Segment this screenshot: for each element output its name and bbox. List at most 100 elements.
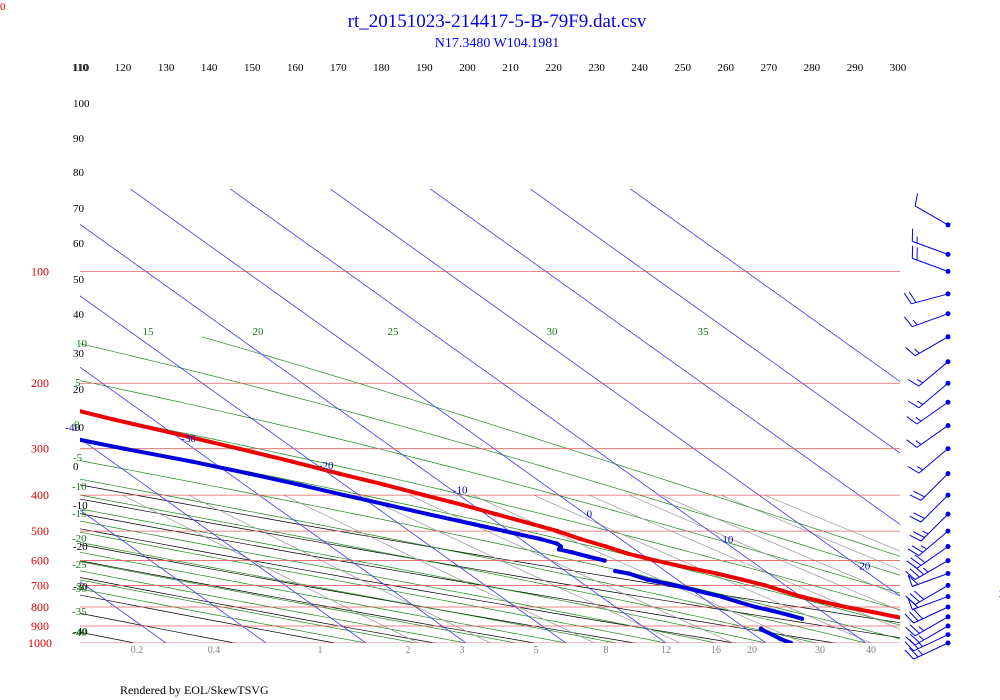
wind-barb-feather (909, 647, 919, 658)
temperature-profile-point (525, 520, 530, 525)
moist-adiabat-line (80, 588, 367, 643)
wind-barb-staff (914, 205, 949, 226)
moist-adiabat-line (80, 343, 900, 576)
wind-barb-staff (914, 625, 949, 646)
dewpoint-profile-point (554, 541, 559, 546)
isotherm-line (80, 366, 467, 643)
wind-barb-staff (913, 606, 949, 624)
wind-barb-dot (945, 291, 951, 297)
moist-adiabat-line (80, 570, 467, 643)
wind-barb-feather (914, 193, 919, 206)
temperature-profile-point (555, 528, 560, 534)
wind-barb (909, 471, 951, 501)
moist-adiabat-line (201, 336, 900, 557)
isotherm-line (80, 295, 567, 643)
moist-adiabat-label: 10 (76, 338, 88, 350)
dewpoint-profile-point (558, 544, 564, 549)
wind-barb (907, 571, 951, 588)
temperature-profile-point (714, 571, 719, 576)
dewpoint-profile-point (736, 599, 741, 605)
wind-barb-feather (909, 568, 920, 578)
wind-barb-feather (904, 316, 913, 328)
temperature-profile-point (763, 583, 768, 588)
isotherm-label: -30 (181, 433, 196, 445)
wind-barb-staff (916, 425, 949, 448)
moist-adiabat-label: -35 (72, 606, 87, 618)
dewpoint-profile-point (569, 550, 575, 555)
temperature-profile-point (625, 551, 631, 556)
wind-barb-feather (906, 439, 918, 448)
wind-barb (904, 604, 951, 624)
wind-barb-half-feather (912, 319, 918, 326)
dry-adiabat-line (80, 544, 637, 643)
moist-adiabat-label: 35 (698, 326, 710, 338)
background-grid (80, 188, 900, 643)
theta-top-label: 140 (201, 62, 218, 74)
wind-barb-dot (945, 544, 951, 549)
wind-barb-dot (945, 594, 951, 600)
left-edge-label: 110 (73, 62, 90, 74)
moist-adiabat-label: 0 (74, 419, 80, 431)
wind-barb-dot (945, 380, 951, 386)
sounding-data (80, 409, 900, 643)
theta-top-label: 170 (330, 62, 347, 74)
wind-barb (905, 582, 951, 605)
wind-barb-feather (904, 649, 914, 660)
wind-barb-staff (913, 642, 949, 660)
theta-top-label: 280 (804, 62, 821, 74)
wind-barb-half-feather (917, 379, 923, 384)
wind-barb (906, 423, 951, 448)
left-edge-label: 50 (73, 274, 85, 286)
left-edge-label: -30 (73, 581, 88, 593)
wind-barb-dot (945, 528, 951, 534)
dry-adiabat-line (80, 498, 900, 639)
isotherm-line (130, 188, 767, 643)
moist-adiabat-label: -40 (72, 627, 87, 639)
chart-subtitle: N17.3480 W104.1981 (435, 36, 560, 51)
wind-barb-feather (909, 494, 922, 501)
temperature-profile-point (682, 564, 687, 570)
wind-barb (904, 640, 951, 660)
wind-barb-dot (945, 604, 951, 610)
isotherm-line (430, 188, 900, 525)
dewpoint-profile-point (121, 446, 127, 451)
moist-adiabat-label: -5 (73, 452, 83, 464)
wind-barb-feather (909, 611, 919, 622)
wind-barb-staff (914, 560, 949, 581)
theta-top-label: 240 (631, 62, 648, 74)
left-edge-label: 90 (73, 133, 85, 145)
wind-barb-half-feather (917, 400, 923, 405)
isotherm-label: -40 (65, 422, 80, 434)
moist-adiabat-line (80, 411, 900, 611)
wind-barb (905, 614, 951, 637)
moist-adiabat-line (80, 478, 867, 643)
wind-barb-staff (912, 313, 949, 328)
wind-barb-staff (918, 361, 949, 387)
wind-barb-feather (909, 624, 920, 634)
wind-barb-dot (945, 268, 951, 274)
mixing-ratio-label: 1 (318, 645, 323, 656)
dewpoint-profile-point (758, 626, 764, 631)
chart-title: rt_20151023-214417-5-B-79F9.dat.csv (348, 11, 647, 32)
wind-barb-feather (913, 609, 923, 620)
mixing-ratio-label: 3 (460, 645, 465, 656)
dewpoint-profile-point (718, 594, 724, 599)
wind-barb-half-feather (917, 649, 923, 656)
temperature-profile-point (177, 432, 182, 437)
wind-barb-dot (945, 222, 951, 228)
dewpoint-profile-point (613, 568, 618, 574)
theta-top-label: 130 (158, 62, 175, 74)
wind-barb-half-feather (915, 416, 922, 422)
moist-adiabat-line (80, 531, 667, 643)
moist-adiabat-label: -25 (72, 559, 87, 571)
dewpoint-profile-point (799, 616, 805, 621)
dewpoint-profile-point (770, 632, 775, 637)
mixing-ratio-label: 16 (711, 645, 721, 656)
theta-top-label: 120 (115, 62, 132, 74)
temperature-profile-point (460, 502, 465, 508)
left-edge-label: -10 (73, 500, 88, 512)
left-edge-label: -40 (73, 626, 88, 638)
dewpoint-profile-point (753, 604, 758, 610)
dewpoint-profile-point (788, 640, 794, 643)
wind-barb-feather (905, 347, 916, 357)
